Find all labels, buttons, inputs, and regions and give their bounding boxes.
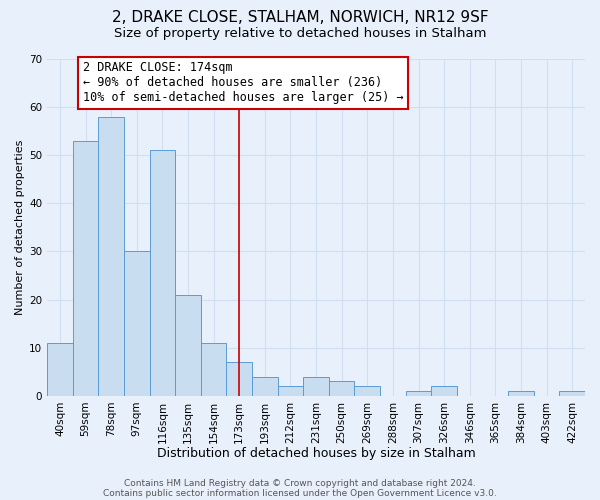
Bar xyxy=(124,252,149,396)
X-axis label: Distribution of detached houses by size in Stalham: Distribution of detached houses by size … xyxy=(157,447,475,460)
Bar xyxy=(406,391,431,396)
Bar xyxy=(355,386,380,396)
Bar xyxy=(329,382,355,396)
Y-axis label: Number of detached properties: Number of detached properties xyxy=(15,140,25,315)
Bar xyxy=(559,391,585,396)
Bar xyxy=(508,391,534,396)
Bar xyxy=(201,343,226,396)
Bar xyxy=(226,362,252,396)
Text: 2, DRAKE CLOSE, STALHAM, NORWICH, NR12 9SF: 2, DRAKE CLOSE, STALHAM, NORWICH, NR12 9… xyxy=(112,10,488,25)
Bar xyxy=(303,376,329,396)
Bar xyxy=(98,116,124,396)
Bar xyxy=(431,386,457,396)
Bar xyxy=(175,295,201,396)
Bar xyxy=(73,141,98,396)
Bar xyxy=(252,376,278,396)
Bar xyxy=(149,150,175,396)
Text: 2 DRAKE CLOSE: 174sqm
← 90% of detached houses are smaller (236)
10% of semi-det: 2 DRAKE CLOSE: 174sqm ← 90% of detached … xyxy=(83,62,404,104)
Text: Size of property relative to detached houses in Stalham: Size of property relative to detached ho… xyxy=(114,28,486,40)
Bar xyxy=(278,386,303,396)
Bar xyxy=(47,343,73,396)
Text: Contains public sector information licensed under the Open Government Licence v3: Contains public sector information licen… xyxy=(103,488,497,498)
Text: Contains HM Land Registry data © Crown copyright and database right 2024.: Contains HM Land Registry data © Crown c… xyxy=(124,478,476,488)
